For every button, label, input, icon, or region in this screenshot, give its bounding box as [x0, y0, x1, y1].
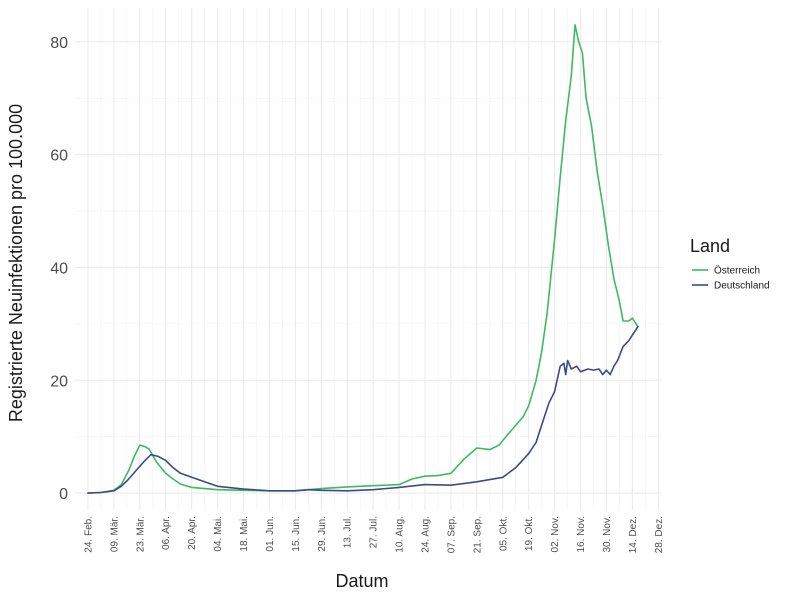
y-tick-label: 80	[50, 35, 68, 52]
plot-grid	[75, 8, 662, 510]
x-tick-label: 28. Dez.	[654, 516, 665, 553]
x-tick-label: 16. Nov.	[576, 516, 587, 553]
legend-title: Land	[690, 236, 730, 256]
x-tick-label: 09. Mär.	[109, 516, 120, 552]
legend-label: Österreich	[714, 265, 760, 277]
y-axis-title: Registrierte Neuinfektionen pro 100.000	[6, 104, 26, 422]
x-axis-ticks: 24. Feb. 09. Mär. 23. Mär. 06. Apr. 20. Apr.…	[83, 516, 664, 553]
x-tick-label: 15. Jun.	[291, 516, 302, 552]
x-tick-label: 18. Mai.	[239, 516, 250, 552]
series-line--sterreich	[87, 24, 639, 494]
x-tick-label: 14. Dez.	[628, 516, 639, 553]
x-tick-label: 19. Okt.	[524, 516, 535, 551]
y-tick-label: 20	[50, 373, 68, 390]
x-tick-label: 27. Jul.	[369, 516, 380, 548]
x-tick-label: 07. Sep.	[446, 516, 457, 553]
x-tick-label: 05. Okt.	[498, 516, 509, 551]
y-tick-label: 60	[50, 148, 68, 165]
y-tick-label: 0	[59, 486, 68, 503]
x-tick-label: 10. Aug.	[395, 516, 406, 553]
x-tick-label: 21. Sep.	[472, 516, 483, 553]
x-tick-label: 06. Apr.	[161, 516, 172, 550]
y-axis-ticks: 0 20 40 60 80	[50, 35, 68, 503]
y-tick-label: 40	[50, 260, 68, 277]
x-tick-label: 02. Nov.	[550, 516, 561, 553]
x-tick-label: 30. Nov.	[602, 516, 613, 553]
x-tick-label: 23. Mär.	[135, 516, 146, 552]
x-tick-label: 01. Jun.	[265, 516, 276, 552]
legend: Land Österreich Deutschland	[690, 236, 770, 292]
legend-label: Deutschland	[714, 281, 770, 292]
x-axis-title: Datum	[335, 571, 388, 591]
x-tick-label: 24. Aug.	[420, 516, 431, 553]
x-tick-label: 04. Mai.	[213, 516, 224, 552]
chart-series	[87, 24, 639, 494]
x-tick-label: 20. Apr.	[187, 516, 198, 550]
series-line-deutschland	[87, 325, 639, 494]
x-tick-label: 13. Jul.	[343, 516, 354, 548]
x-tick-label: 24. Feb.	[83, 516, 94, 553]
x-tick-label: 29. Jun.	[317, 516, 328, 552]
legend-items: Österreich Deutschland	[692, 265, 770, 292]
